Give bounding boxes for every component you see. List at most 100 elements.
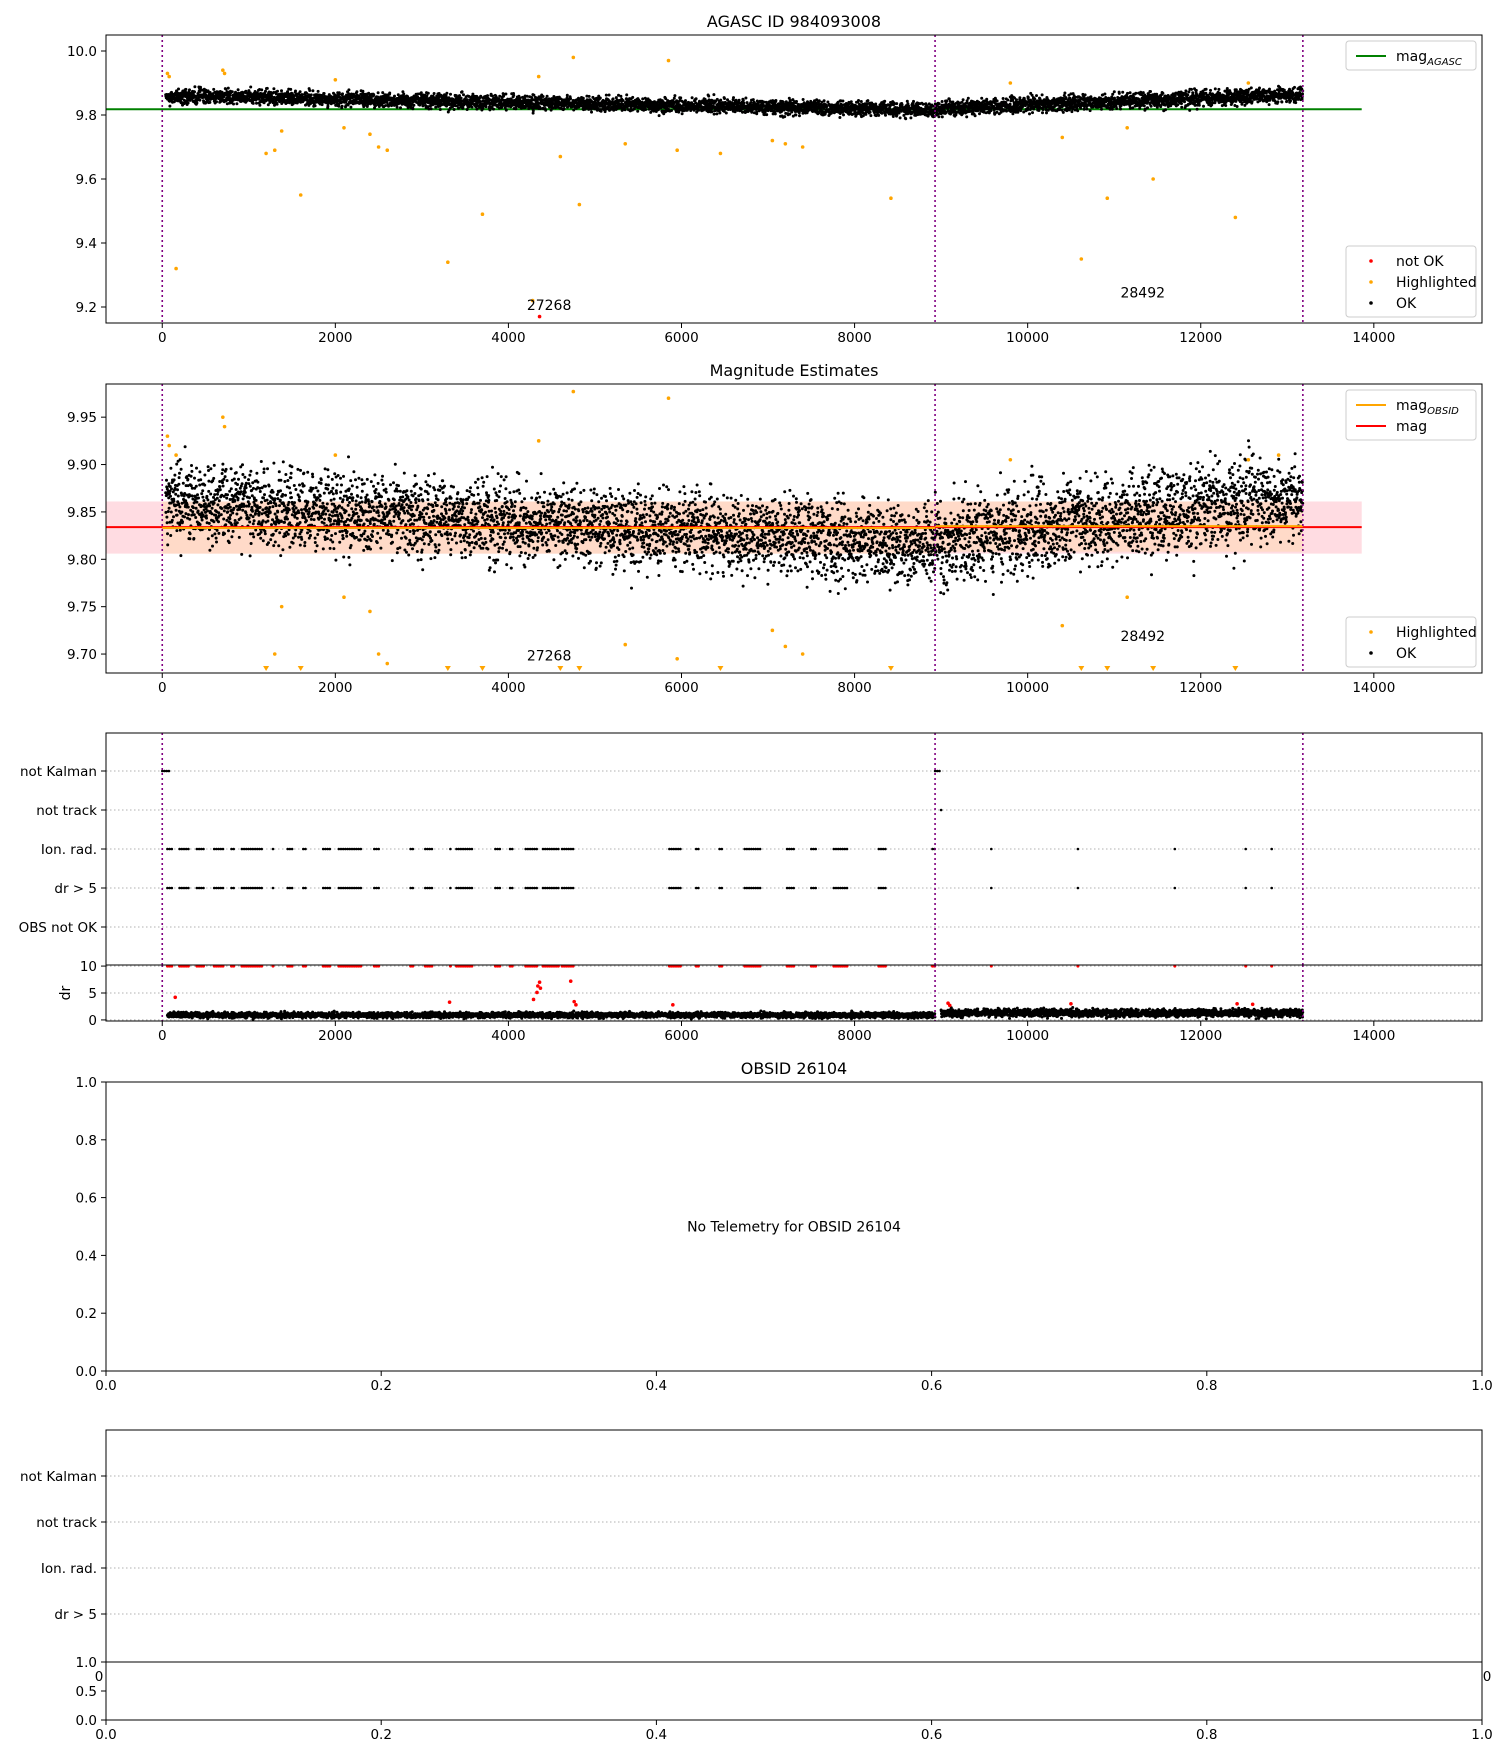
dr-not-ok-point [574, 1003, 578, 1007]
y-tick-label: 10.0 [67, 44, 97, 60]
axes-frame [105, 383, 1483, 674]
axes-frame [105, 1661, 1483, 1721]
legend-label: mag [1396, 419, 1427, 435]
highlighted-point [675, 656, 679, 661]
obsid-label: 27268 [527, 298, 572, 314]
y-tick-label: 0.0 [76, 1713, 97, 1729]
highlighted-point [1060, 623, 1065, 628]
ok-points [164, 85, 937, 121]
highlighted-point [770, 628, 775, 633]
highlighted-point [376, 652, 381, 656]
obsid-label: 27268 [527, 649, 572, 665]
legend-box [1345, 389, 1477, 441]
category-label: dr > 5 [54, 881, 97, 897]
x-tick-label: 2000 [318, 330, 352, 346]
highlighted-point [222, 71, 227, 76]
highlighted-point [571, 389, 576, 394]
highlighted-point [333, 453, 338, 457]
highlighted-point [174, 453, 178, 457]
plot-title: AGASC ID 984093008 [707, 12, 881, 31]
x-tick-label: 1.0 [1471, 1727, 1492, 1743]
y-tick-label: 9.85 [67, 505, 97, 521]
x-tick-label: 0.6 [921, 1727, 942, 1743]
y-tick-label: 10 [80, 959, 97, 975]
x-tick-label: 0.4 [646, 1727, 667, 1743]
highlighted-point [577, 202, 582, 207]
y-tick-label: 0.4 [76, 1248, 97, 1264]
legend-dot-marker [1369, 301, 1373, 305]
legend-dot-marker [1369, 259, 1373, 263]
x-tick-label: 4000 [491, 1028, 525, 1044]
dr-not-ok-point [568, 979, 573, 983]
x-tick-label: 0.6 [921, 1378, 942, 1394]
y-tick-label: 9.90 [67, 458, 97, 474]
legend-label: OK [1396, 296, 1417, 312]
x-tick-label: 2000 [318, 1028, 352, 1044]
highlighted-point [1008, 458, 1013, 462]
legend-dot-marker [1369, 630, 1373, 634]
highlighted-point [279, 129, 284, 133]
y-tick-label: 0.5 [76, 1684, 97, 1700]
x-tick-label: 12000 [1179, 680, 1222, 696]
highlighted-point [385, 661, 390, 666]
clipped-point-marker [576, 666, 583, 671]
y-tick-label: 0.8 [76, 1133, 97, 1149]
x-tick-label: 12000 [1179, 330, 1222, 346]
category-label: Ion. rad. [41, 842, 97, 858]
highlighted-point [571, 55, 576, 60]
highlighted-point [272, 148, 277, 152]
y-tick-label: 9.4 [76, 236, 97, 252]
highlighted-point [783, 644, 788, 649]
highlighted-point [1008, 81, 1013, 85]
x-tick-label: 14000 [1352, 1028, 1395, 1044]
obsid-label: 28492 [1120, 629, 1165, 645]
y-tick-label: 9.75 [67, 600, 97, 616]
x-tick-label: 4000 [491, 330, 525, 346]
x-tick-label: 0 [158, 1028, 167, 1044]
highlighted-point [298, 193, 303, 197]
dr-not-ok-point [538, 986, 543, 990]
clipped-point-marker [717, 666, 724, 671]
dr-not-ok-point [1069, 1001, 1073, 1006]
highlighted-point [279, 604, 284, 609]
clipped-point-marker [297, 666, 304, 671]
clipped-point-marker [1232, 666, 1239, 671]
y-tick-label: 0 [88, 1013, 97, 1029]
panel-obsid-26104: OBSID 26104 0.0 0.2 0.4 0.6 0.8 1.0 0.0 0.2 0.4 0.… [76, 1059, 1493, 1394]
legend-label: magOBSID [1396, 398, 1459, 417]
highlighted-point [1276, 453, 1281, 457]
y-tick-label: 9.70 [67, 647, 97, 663]
category-label: Ion. rad. [41, 1561, 97, 1577]
category-label: not Kalman [20, 1469, 97, 1485]
highlighted-point [165, 71, 170, 76]
legend-lower: not OK Highlighted OK [1345, 245, 1477, 318]
panel-agasc: AGASC ID 984093008 27268 28492 magAGASC not … [67, 12, 1483, 346]
legend-label: magAGASC [1396, 49, 1462, 68]
x-tick-label: 0.8 [1196, 1378, 1217, 1394]
highlighted-point [666, 396, 671, 401]
y-tick-label: 9.2 [76, 300, 97, 316]
x-tick-label: 4000 [491, 680, 525, 696]
category-label: not track [36, 1515, 97, 1531]
clipped-point-marker [1078, 666, 1085, 671]
highlighted-point [770, 138, 775, 143]
legend-box [1345, 40, 1477, 71]
plot-title: OBSID 26104 [741, 1059, 847, 1078]
highlighted-point [536, 74, 541, 79]
legend-label: not OK [1396, 254, 1444, 270]
legend-box [1345, 245, 1477, 318]
x-tick-label: 0.4 [646, 1378, 667, 1394]
highlighted-point [342, 126, 346, 130]
x-tick-label: 2000 [318, 680, 352, 696]
x-tick-label: 0.0 [95, 1378, 116, 1394]
dr-not-ok-point [537, 980, 542, 985]
y-axis-label: dr [58, 985, 74, 1000]
y-tick-label: 0.2 [76, 1306, 97, 1322]
highlighted-point [1246, 81, 1251, 85]
x-tick-label: 0 [158, 330, 167, 346]
highlighted-point [480, 212, 485, 216]
x-tick-label: 10000 [1006, 1028, 1049, 1044]
clipped-point-marker [1104, 666, 1111, 671]
dr-not-ok-point [173, 995, 178, 1000]
plot-title: Magnitude Estimates [710, 361, 879, 380]
